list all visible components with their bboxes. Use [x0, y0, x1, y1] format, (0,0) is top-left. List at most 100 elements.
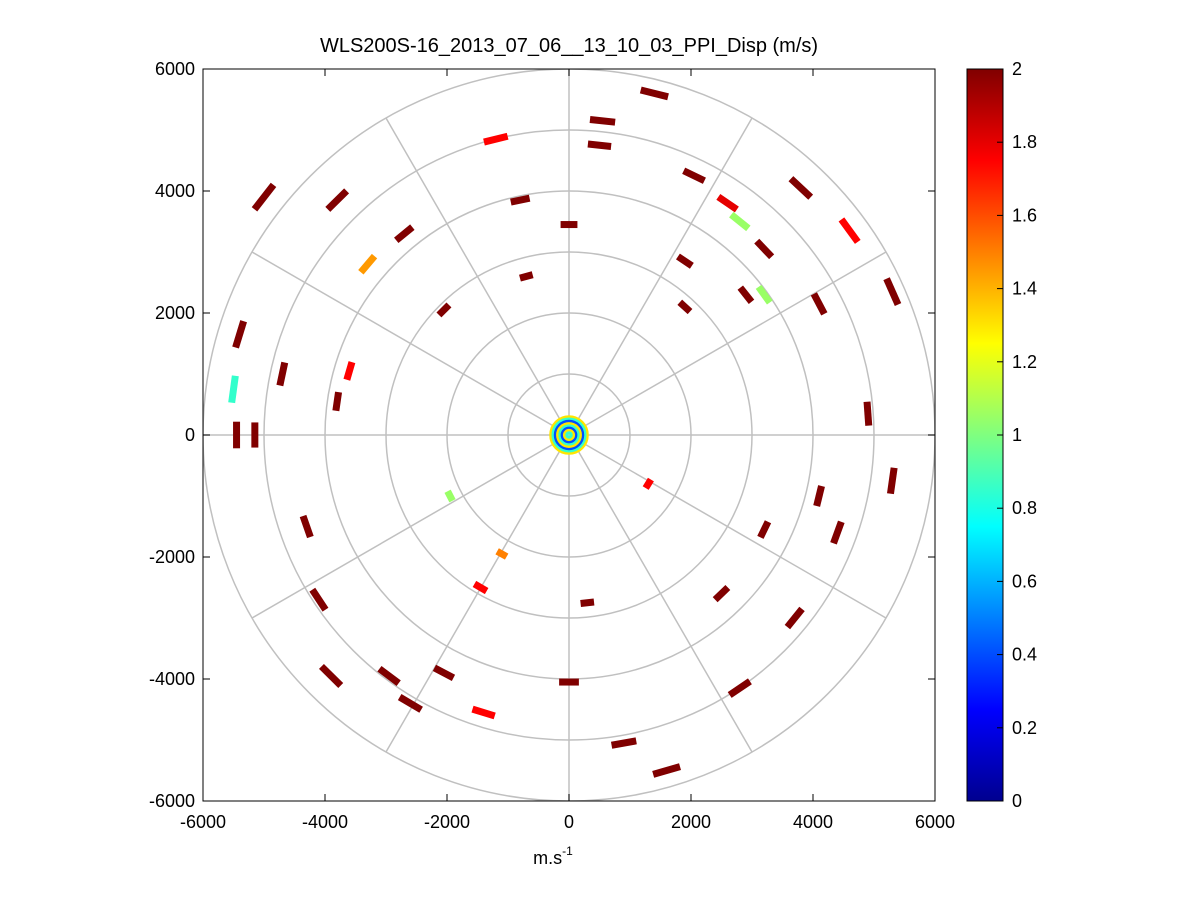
- data-point: [784, 606, 805, 630]
- data-point: [251, 182, 277, 212]
- data-point: [251, 422, 259, 448]
- center-disk-ring: [562, 428, 576, 442]
- colorbar-tick-label: 0.8: [1012, 498, 1037, 518]
- data-point: [495, 548, 509, 560]
- data-point: [754, 238, 775, 260]
- colorbar-tick-label: 1.8: [1012, 132, 1037, 152]
- x-axis-label-sup: -1: [562, 844, 573, 858]
- data-point: [319, 663, 344, 688]
- colorbar-tick-label: 0.4: [1012, 645, 1037, 665]
- y-tick-label: 0: [185, 425, 195, 445]
- data-point: [483, 132, 509, 146]
- colorbar-tick-label: 1.2: [1012, 352, 1037, 372]
- colorbar-tick-label: 1.4: [1012, 279, 1037, 299]
- center-disk-ring: [553, 419, 585, 451]
- data-point: [716, 193, 739, 213]
- data-point: [788, 176, 814, 200]
- data-point: [510, 194, 531, 206]
- data-point: [729, 211, 751, 232]
- grid-spoke: [568, 117, 753, 436]
- y-tick-label: -2000: [149, 547, 195, 567]
- x-axis-label: m.s-1: [533, 844, 573, 868]
- grid-spoke: [251, 251, 570, 436]
- colorbar-tick-label: 1: [1012, 425, 1022, 445]
- data-point: [838, 217, 861, 244]
- data-point: [863, 401, 873, 426]
- y-tick-label: 2000: [155, 303, 195, 323]
- data-point: [343, 361, 356, 381]
- x-axis-label-base: m.s: [533, 848, 562, 868]
- data-point: [560, 221, 578, 229]
- data-point: [332, 391, 343, 412]
- data-point: [712, 584, 731, 603]
- data-point: [559, 678, 579, 686]
- data-point: [394, 224, 415, 243]
- data-point: [233, 421, 241, 449]
- y-tick-label: -6000: [149, 791, 195, 811]
- colorbar-tick-label: 0: [1012, 791, 1022, 811]
- data-point: [228, 375, 239, 404]
- grid-spoke: [568, 434, 887, 619]
- polar-grid: [203, 69, 935, 801]
- colorbar-tick-label: 0.6: [1012, 571, 1037, 591]
- center-disk-ring: [549, 415, 589, 455]
- data-point: [883, 277, 902, 307]
- data-point: [676, 253, 694, 269]
- data-point: [737, 285, 755, 304]
- colorbar: [966, 68, 1004, 802]
- data-point: [299, 514, 314, 539]
- data-point: [810, 292, 828, 316]
- data-marks: [228, 86, 902, 778]
- data-point: [587, 140, 612, 150]
- colorbar-tick-label: 2: [1012, 59, 1022, 79]
- data-point: [397, 694, 423, 713]
- x-tick-label: 6000: [915, 812, 955, 832]
- colorbar-ticks: 2 1.8 1.6 1.4 1.2 1 0.8 0.6 0.4 0.2 0: [997, 59, 1037, 811]
- data-point: [519, 271, 534, 282]
- data-point: [432, 664, 456, 682]
- data-point: [444, 489, 456, 503]
- x-tick-label: -6000: [180, 812, 226, 832]
- colorbar-tick-label: 1.6: [1012, 205, 1037, 225]
- grid-spoke: [568, 434, 753, 753]
- data-point: [757, 520, 772, 539]
- data-point: [589, 116, 616, 126]
- data-point: [309, 587, 329, 612]
- data-point: [276, 361, 289, 387]
- data-point: [639, 86, 669, 101]
- data-point: [755, 284, 773, 305]
- grid-spoke: [385, 434, 570, 753]
- x-tick-label: 4000: [793, 812, 833, 832]
- colorbar-tick-label: 0.2: [1012, 718, 1037, 738]
- data-point: [377, 665, 401, 686]
- chart-title: WLS200S-16_2013_07_06__13_10_03_PPI_Disp…: [320, 35, 818, 57]
- data-point: [830, 520, 845, 545]
- data-point: [358, 253, 378, 275]
- axis-ticks: -6000 -4000 -2000 0 2000 4000 6000 6000 4000 2000…: [149, 59, 955, 832]
- data-point: [727, 678, 752, 698]
- x-tick-label: -2000: [424, 812, 470, 832]
- data-point: [813, 485, 825, 507]
- data-point: [682, 167, 706, 184]
- y-tick-label: 4000: [155, 181, 195, 201]
- center-disk-ring: [551, 417, 587, 453]
- grid-spoke: [385, 117, 570, 436]
- data-point: [580, 598, 595, 607]
- data-point: [232, 320, 247, 349]
- x-tick-label: 2000: [671, 812, 711, 832]
- y-tick-label: -4000: [149, 669, 195, 689]
- center-disk-ring: [565, 431, 573, 439]
- y-tick-label: 6000: [155, 59, 195, 79]
- center-disk-ring: [556, 422, 582, 448]
- data-point: [677, 299, 693, 315]
- x-tick-label: 0: [564, 812, 574, 832]
- grid-spoke: [251, 434, 570, 619]
- data-point: [642, 477, 654, 490]
- data-point: [472, 580, 489, 595]
- data-point: [610, 737, 637, 749]
- data-point: [436, 302, 452, 318]
- center-disk-ring: [558, 424, 580, 446]
- data-point: [325, 188, 350, 212]
- center-disk-ring: [560, 426, 578, 444]
